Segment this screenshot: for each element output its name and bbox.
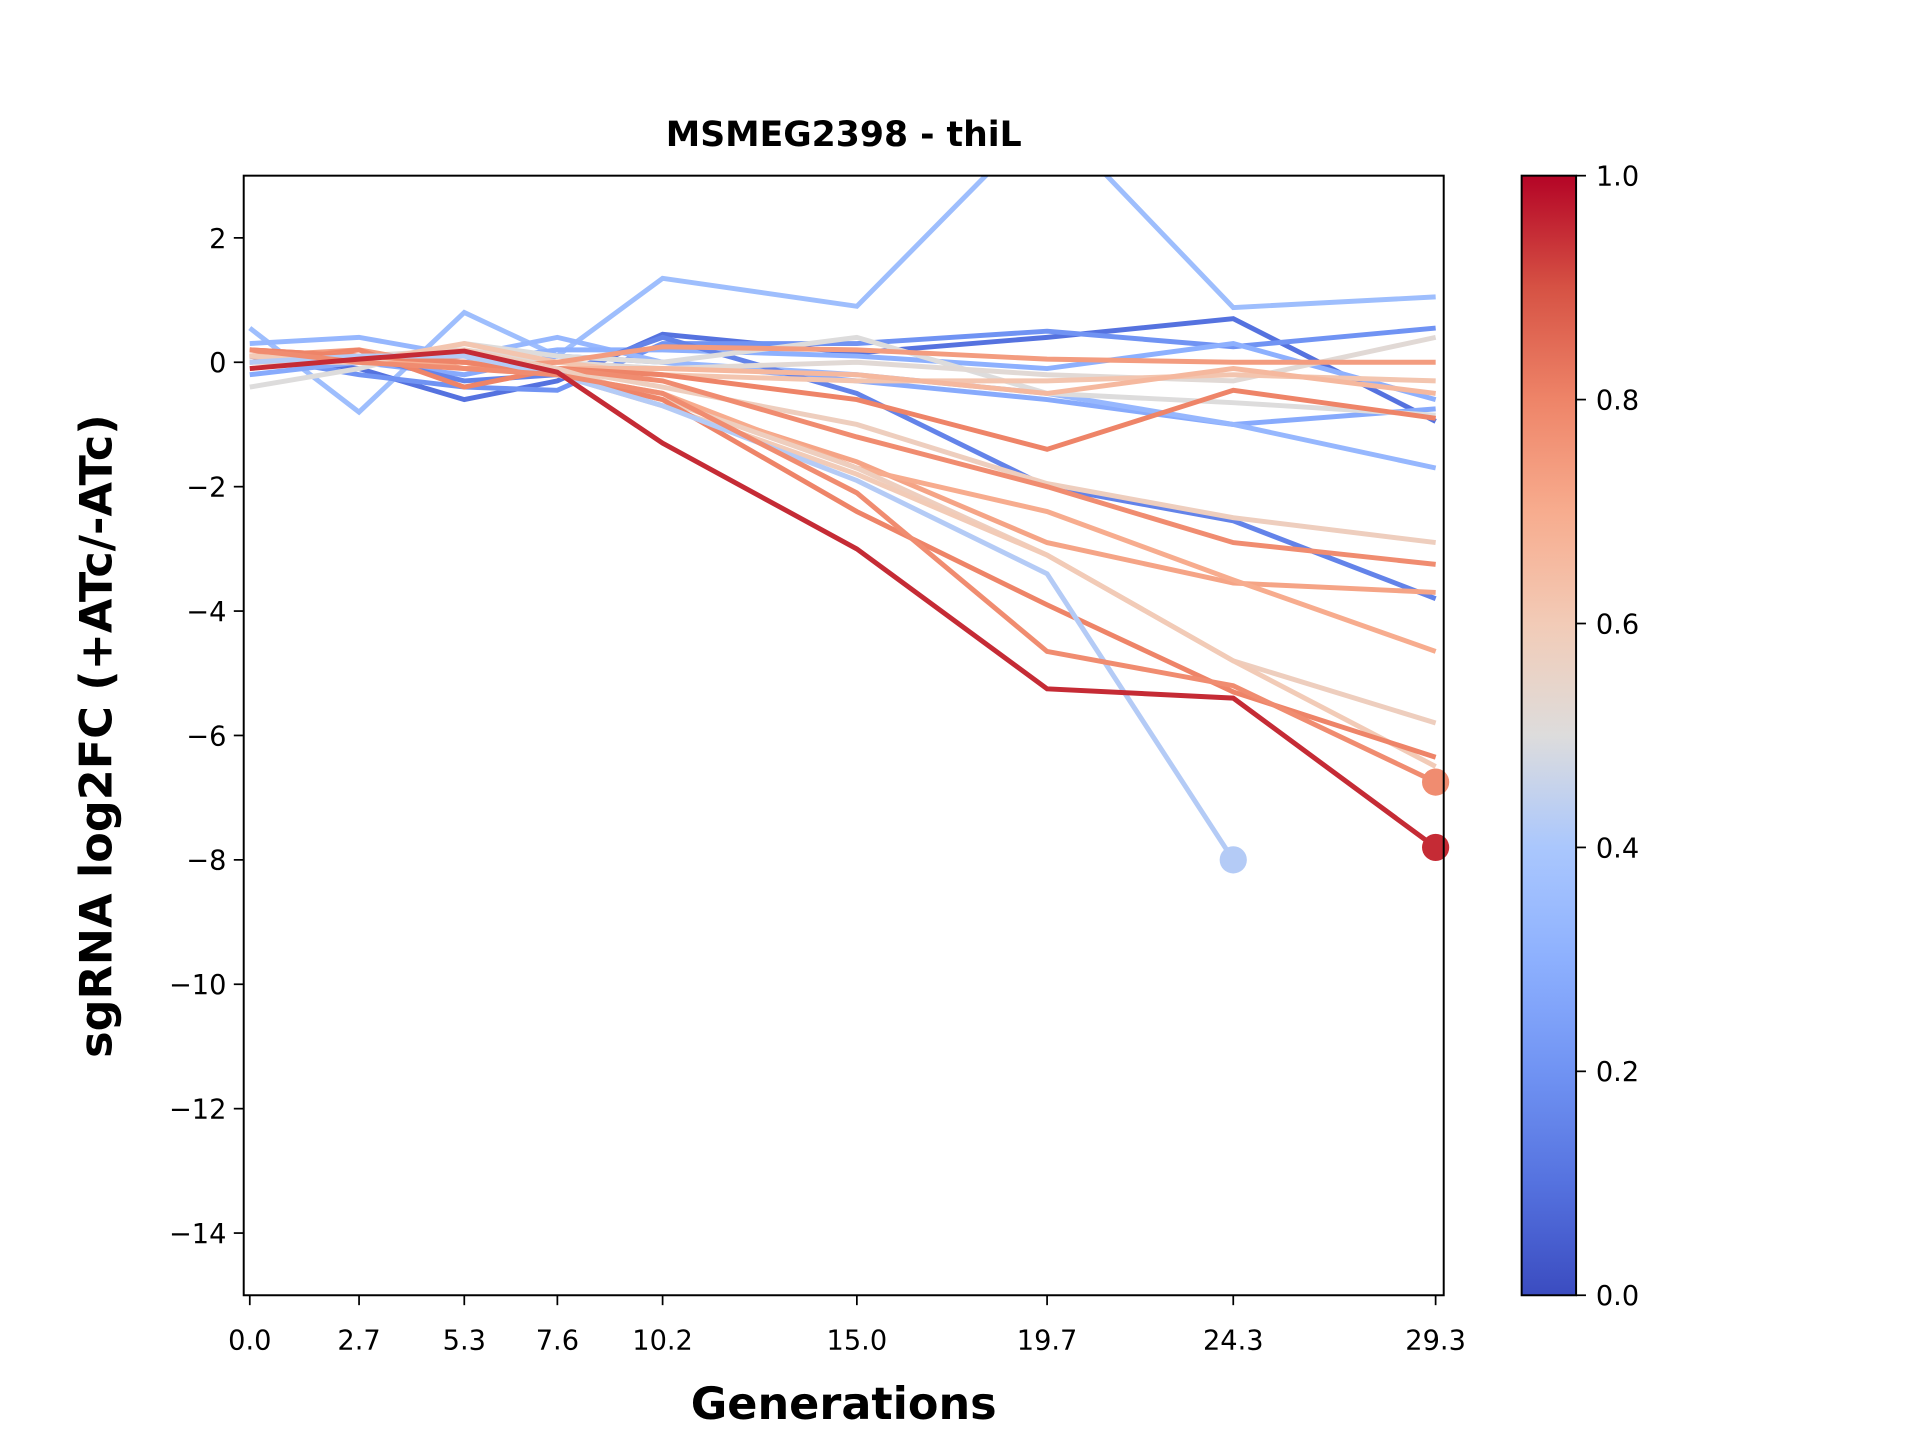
marker-layer [1219, 768, 1450, 874]
colorbar-axis: 0.0 0.2 0.4 0.6 0.8 1.0 [1576, 162, 1639, 1312]
x-tick-label: 19.7 [1017, 1326, 1078, 1357]
y-axis-label: sgRNA log2FC (+ATc/-ATc) [70, 414, 122, 1058]
chart-title: MSMEG2398 - thiL [666, 115, 1022, 155]
y-tick-label: −12 [169, 1095, 226, 1126]
colorbar [1520, 174, 1578, 1297]
y-tick-label: −4 [186, 597, 226, 628]
y-tick-label: −2 [186, 473, 226, 504]
colorbar-tick-label: 0.8 [1596, 385, 1639, 416]
y-tick-label: 0 [209, 348, 226, 379]
x-tick-label: 29.3 [1405, 1326, 1466, 1357]
colorbar-tick-label: 1.0 [1596, 162, 1639, 193]
y-tick-label: −14 [169, 1219, 226, 1250]
colorbar-tick-label: 0.0 [1596, 1281, 1639, 1312]
x-tick-label: 2.7 [337, 1326, 380, 1357]
series-end-marker-22 [1422, 833, 1450, 862]
y-tick-label: −6 [186, 721, 226, 752]
y-tick-label: −8 [186, 846, 226, 877]
y-axis: 2 0 −2 −4 −6 −8 −10 −12 −14 [169, 224, 244, 1250]
colorbar-tick-label: 0.6 [1596, 609, 1639, 640]
y-tick-label: 2 [209, 224, 226, 255]
x-tick-label: 15.0 [827, 1326, 888, 1357]
colorbar-tick-label: 0.2 [1596, 1057, 1639, 1088]
x-tick-label: 0.0 [228, 1326, 271, 1357]
y-tick-label: −10 [169, 970, 226, 1001]
x-axis: 0.0 2.7 5.3 7.6 10.2 15.0 19.7 24.3 29.3 [228, 1295, 1466, 1357]
series-line-22 [249, 348, 1438, 850]
colorbar-tick-label: 0.4 [1596, 833, 1639, 864]
x-tick-label: 10.2 [632, 1326, 693, 1357]
x-tick-label: 5.3 [443, 1326, 486, 1357]
series-end-marker-21 [1422, 768, 1450, 796]
x-axis-label: Generations [691, 1378, 997, 1430]
series-end-marker-20 [1219, 846, 1247, 874]
series-line-18 [249, 347, 1437, 769]
series-line-2 [249, 325, 1436, 393]
x-tick-label: 7.6 [536, 1326, 579, 1357]
series-layer [248, 175, 1438, 862]
series-line-21 [249, 347, 1437, 785]
x-tick-label: 24.3 [1203, 1326, 1264, 1357]
